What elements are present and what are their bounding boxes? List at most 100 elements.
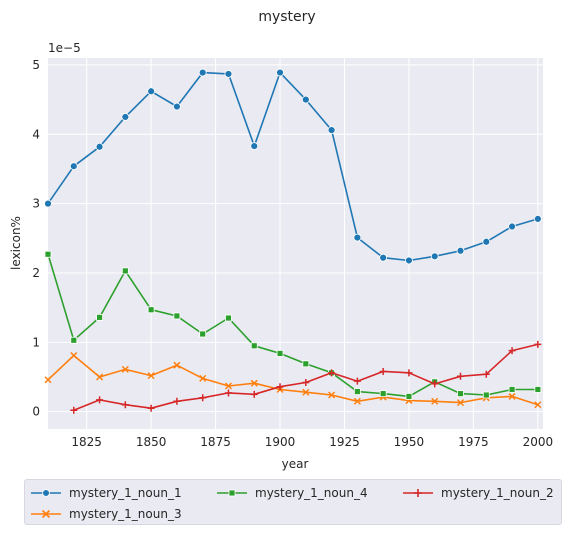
data-point [379, 390, 387, 398]
legend-entry-2: mystery_1_noun_3 [31, 505, 182, 523]
data-point [379, 367, 387, 375]
legend-marker-plus [403, 489, 433, 497]
data-point [199, 394, 207, 402]
y-tick-label: 3 [32, 197, 40, 211]
data-point [534, 340, 542, 348]
series-line [47, 253, 538, 398]
chart-title: mystery [258, 9, 315, 25]
data-point [173, 102, 181, 111]
legend-marker-x [31, 509, 61, 519]
data-point [199, 330, 207, 338]
series-mystery_1_noun_1 [44, 68, 542, 265]
data-point [44, 199, 52, 208]
data-point [224, 382, 232, 390]
data-point [327, 126, 336, 135]
data-point [534, 386, 542, 393]
data-point [302, 379, 310, 387]
data-point [533, 214, 542, 223]
data-point [353, 397, 361, 405]
data-point [328, 369, 336, 377]
data-point [44, 250, 52, 258]
data-point [250, 342, 258, 350]
data-point [457, 372, 464, 380]
grid [48, 58, 543, 429]
data-point [96, 313, 103, 321]
legend: mystery_1_noun_1 mystery_1_noun_3 myster… [24, 479, 562, 525]
data-point [430, 252, 439, 261]
legend-label-3: mystery_1_noun_4 [255, 486, 368, 500]
data-point [534, 401, 542, 409]
y-tick-label: 2 [32, 266, 40, 280]
series-line [47, 71, 539, 262]
data-point [69, 162, 78, 171]
data-point [405, 393, 413, 400]
legend-entry-4: mystery_1_noun_2 [403, 484, 554, 502]
data-point [482, 391, 490, 399]
series-mystery_1_noun_4 [44, 250, 542, 400]
data-point [121, 113, 130, 121]
data-point [457, 390, 464, 398]
data-point [456, 246, 465, 255]
data-point [302, 360, 310, 368]
data-point [121, 365, 129, 373]
data-point [147, 372, 155, 380]
data-point [198, 68, 207, 77]
legend-label-1: mystery_1_noun_1 [69, 486, 182, 500]
data-point [44, 376, 52, 384]
data-point [405, 369, 413, 377]
data-point [276, 383, 284, 391]
data-point [96, 373, 104, 381]
data-point [405, 256, 413, 265]
y-offset-label: 1e−5 [48, 41, 81, 55]
legend-marker-square [217, 489, 247, 497]
data-point [353, 388, 361, 395]
data-point [96, 396, 104, 404]
data-point [250, 379, 258, 387]
legend-entry-3: mystery_1_noun_4 [217, 484, 368, 502]
x-tick-label: 1950 [394, 435, 425, 449]
tick-labels: 1825 1850 1875 1900 1925 1950 1975 2000 0 1 2 3 4 5 [32, 58, 553, 449]
data-point [70, 406, 78, 414]
data-point [482, 370, 490, 378]
data-point [431, 380, 439, 388]
legend-label-4: mystery_1_noun_2 [441, 486, 554, 500]
legend-entry-1: mystery_1_noun_1 [31, 484, 182, 502]
legend-label-2: mystery_1_noun_3 [69, 507, 182, 521]
x-tick-label: 1900 [265, 435, 296, 449]
data-point [147, 404, 155, 412]
data-point [224, 389, 232, 397]
data-point [70, 336, 78, 344]
data-point [276, 68, 284, 77]
data-point [121, 401, 129, 409]
data-point [173, 361, 181, 369]
data-point [508, 347, 516, 355]
data-point [328, 391, 336, 399]
data-point [431, 397, 439, 405]
data-point [508, 386, 516, 393]
series [44, 68, 542, 414]
data-point [173, 397, 181, 405]
y-tick-label: 1 [32, 335, 40, 349]
data-point [456, 399, 465, 407]
series-mystery_1_noun_2 [70, 340, 542, 414]
data-point [250, 142, 259, 150]
data-point [301, 95, 310, 104]
plot-area [48, 58, 543, 429]
data-point [95, 142, 104, 151]
data-point [250, 390, 258, 398]
y-tick-label: 0 [32, 405, 40, 419]
x-axis-label: year [282, 457, 309, 471]
data-point [173, 312, 181, 320]
x-tick-label: 1850 [136, 435, 167, 449]
x-tick-label: 1825 [71, 435, 102, 449]
y-tick-label: 4 [32, 127, 40, 141]
data-point [276, 350, 284, 357]
x-tick-label: 2000 [523, 435, 554, 449]
data-point [482, 237, 491, 246]
data-point [147, 87, 156, 96]
data-point [225, 314, 232, 322]
data-point [379, 253, 388, 262]
legend-marker-circle [31, 489, 61, 497]
data-point [302, 388, 310, 396]
